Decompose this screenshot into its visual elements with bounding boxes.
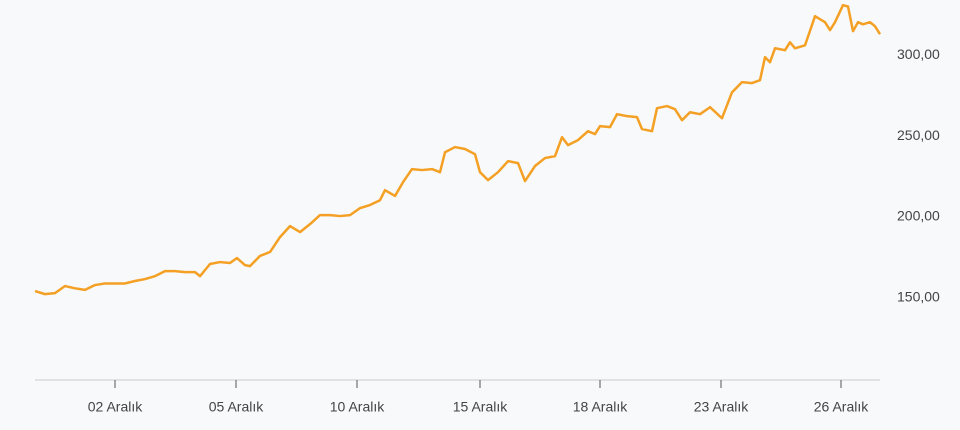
x-tick-label: 26 Aralık (814, 399, 869, 415)
x-tick-label: 15 Aralık (453, 399, 508, 415)
x-tick-label: 18 Aralık (573, 399, 628, 415)
y-tick-label: 250,00 (897, 127, 940, 143)
y-tick-label: 300,00 (897, 46, 940, 62)
x-tick-label: 10 Aralık (330, 399, 385, 415)
y-tick-label: 200,00 (897, 208, 940, 224)
price-line (34, 3, 882, 296)
x-tick-label: 02 Aralık (88, 399, 143, 415)
x-tick-label: 23 Aralık (694, 399, 749, 415)
x-tick-label: 05 Aralık (209, 399, 264, 415)
y-tick-label: 150,00 (897, 289, 940, 305)
